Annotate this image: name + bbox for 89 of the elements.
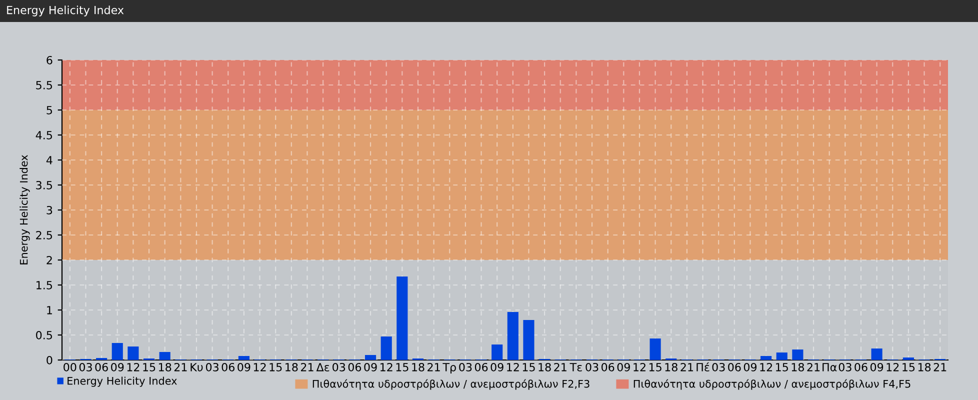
x-tick-label: 15 bbox=[902, 363, 915, 372]
x-tick-label: 12 bbox=[380, 362, 392, 372]
x-tick-label: Δε bbox=[316, 363, 330, 372]
x-tick-label: 15 bbox=[143, 363, 156, 372]
bar bbox=[159, 352, 170, 360]
x-tick-label: 06 bbox=[474, 362, 488, 372]
y-axis-title: Energy Helicity Index bbox=[20, 155, 30, 264]
x-tick-label: 12 bbox=[507, 362, 519, 372]
x-tick-label: 21 bbox=[174, 362, 187, 372]
x-tick-label: 21 bbox=[300, 362, 314, 372]
chart-title: Energy Helicity Index bbox=[7, 6, 124, 16]
y-tick-label: 4.5 bbox=[36, 131, 52, 140]
x-tick-label: 06 bbox=[728, 362, 741, 372]
y-tick-label: 5 bbox=[46, 106, 52, 114]
x-tick-label: 09 bbox=[617, 362, 630, 372]
x-tick-label: 12 bbox=[127, 362, 140, 372]
x-tick-label: Κυ bbox=[190, 363, 203, 372]
bar bbox=[238, 356, 250, 360]
x-tick-label: 15 bbox=[396, 363, 408, 372]
x-tick-label: 18 bbox=[158, 362, 172, 372]
legend-label: Πιθανότητα υδροστρόβιλων / ανεμοστρόβιλων F2,F3 bbox=[312, 379, 590, 390]
bar bbox=[507, 312, 518, 360]
x-tick-label: 03 bbox=[838, 362, 852, 372]
x-tick-label: 09 bbox=[111, 362, 124, 372]
x-tick-label: 06 bbox=[222, 362, 234, 372]
x-tick-label: 15 bbox=[270, 363, 282, 372]
x-tick-label: 09 bbox=[238, 362, 250, 372]
x-tick-label: Πα bbox=[822, 363, 837, 372]
x-tick-label: 12 bbox=[760, 362, 772, 372]
x-tick-label: 18 bbox=[286, 362, 298, 372]
x-tick-label: 03 bbox=[712, 362, 725, 372]
bar bbox=[871, 348, 882, 360]
x-tick-label: 12 bbox=[886, 362, 899, 372]
x-tick-label: 03 bbox=[332, 362, 346, 372]
bar bbox=[112, 343, 123, 360]
x-tick-label: 21 bbox=[428, 362, 440, 372]
x-tick-label: 18 bbox=[665, 362, 678, 372]
bar bbox=[128, 346, 139, 360]
legend-label: Πιθανότητα υδροστρόβιλων / ανεμοστρόβιλων F4,F5 bbox=[634, 379, 910, 390]
y-tick-label: 0 bbox=[46, 356, 52, 364]
x-tick-label: Τρ bbox=[442, 363, 456, 374]
x-tick-label: 06 bbox=[348, 362, 362, 372]
x-tick-label: 06 bbox=[95, 362, 108, 372]
x-tick-label: 00 bbox=[64, 362, 76, 372]
x-tick-label: 21 bbox=[934, 362, 946, 372]
y-tick-label: 1.5 bbox=[36, 281, 52, 290]
y-tick-label: 6 bbox=[46, 56, 52, 64]
x-tick-label: 12 bbox=[254, 362, 266, 372]
x-tick-label: 18 bbox=[412, 362, 424, 372]
x-tick-label: 03 bbox=[206, 362, 218, 372]
x-tick-label: 21 bbox=[807, 362, 820, 372]
bar bbox=[776, 352, 788, 360]
x-tick-label: 21 bbox=[554, 362, 566, 372]
y-tick-label: 0.5 bbox=[36, 330, 52, 340]
bar bbox=[396, 276, 408, 360]
x-tick-label: Τε bbox=[570, 363, 582, 372]
y-tick-label: 5.5 bbox=[36, 81, 52, 90]
x-tick-label: 09 bbox=[744, 362, 757, 372]
bar bbox=[492, 344, 503, 360]
x-tick-label: 15 bbox=[522, 363, 535, 372]
bar bbox=[523, 320, 534, 360]
y-tick-label: 2.5 bbox=[36, 230, 52, 240]
y-tick-label: 4 bbox=[46, 156, 52, 164]
bar bbox=[760, 356, 772, 360]
x-tick-label: 03 bbox=[459, 362, 472, 372]
y-tick-label: 1 bbox=[47, 306, 52, 314]
x-tick-label: 09 bbox=[490, 362, 504, 372]
y-tick-label: 3.5 bbox=[36, 180, 52, 190]
y-tick-label: 2 bbox=[46, 256, 52, 264]
x-tick-label: 03 bbox=[79, 362, 92, 372]
x-tick-label: Πέ bbox=[696, 362, 710, 372]
bar bbox=[650, 338, 661, 360]
x-tick-label: 15 bbox=[649, 363, 662, 372]
x-tick-label: 06 bbox=[854, 362, 868, 372]
x-tick-label: 09 bbox=[870, 362, 884, 372]
x-tick-label: 18 bbox=[918, 362, 931, 372]
x-tick-label: 18 bbox=[792, 362, 804, 372]
x-tick-label: 21 bbox=[680, 362, 693, 372]
x-tick-label: 03 bbox=[586, 362, 598, 372]
x-tick-label: 15 bbox=[776, 363, 788, 372]
bar bbox=[792, 350, 804, 360]
x-tick-label: 12 bbox=[634, 362, 646, 372]
bar bbox=[380, 336, 392, 360]
x-tick-label: 06 bbox=[602, 362, 614, 372]
y-tick-label: 3 bbox=[46, 206, 52, 214]
x-tick-label: 09 bbox=[364, 362, 377, 372]
x-tick-label: 18 bbox=[538, 362, 551, 372]
bar bbox=[364, 355, 376, 360]
legend-label: Energy Helicity Index bbox=[68, 376, 177, 387]
